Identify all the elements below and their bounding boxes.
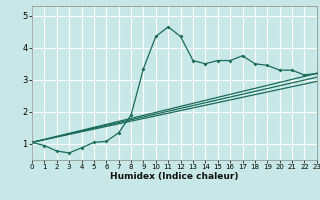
- X-axis label: Humidex (Indice chaleur): Humidex (Indice chaleur): [110, 172, 239, 181]
